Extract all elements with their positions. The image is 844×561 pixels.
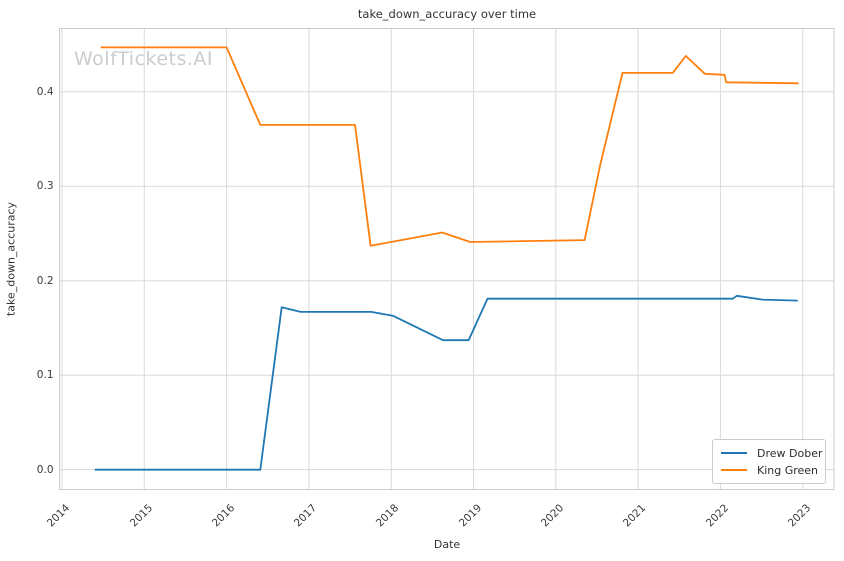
series-lines: [94, 46, 799, 471]
y-tick-label: 0.2: [36, 274, 54, 287]
plot-border: [59, 28, 835, 490]
chart-title: take_down_accuracy over time: [357, 7, 537, 21]
legend-item-king-green: King Green: [713, 462, 825, 478]
legend: Drew Dober King Green: [712, 439, 826, 484]
y-tick-label: 0.3: [36, 180, 54, 193]
watermark: WolfTickets.AI: [74, 48, 214, 70]
legend-item-drew-dober: Drew Dober: [713, 445, 825, 461]
y-tick-label: 0.4: [36, 85, 54, 98]
legend-swatch-king-green: [721, 469, 747, 471]
x-axis-label: Date: [433, 538, 461, 551]
legend-label-king-green: King Green: [757, 463, 819, 477]
series-line-1: [100, 46, 799, 247]
y-tick-label: 0.0: [36, 463, 54, 476]
series-line-0: [94, 294, 798, 471]
legend-label-drew-dober: Drew Dober: [757, 446, 823, 460]
gridlines: [59, 28, 834, 490]
legend-swatch-drew-dober: [721, 452, 747, 454]
y-tick-label: 0.1: [36, 369, 54, 382]
